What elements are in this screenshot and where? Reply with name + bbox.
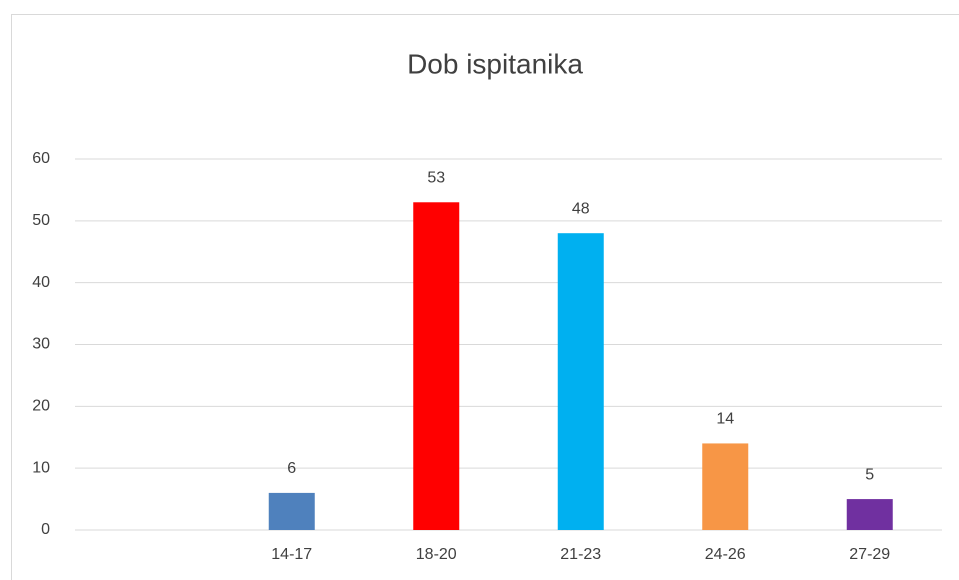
x-tick-label: 24-26 xyxy=(705,546,746,563)
x-tick-label: 21-23 xyxy=(560,546,601,563)
data-label: 5 xyxy=(865,466,874,483)
y-tick-label: 10 xyxy=(32,459,50,476)
data-label: 14 xyxy=(716,411,734,428)
data-label: 48 xyxy=(572,200,590,217)
y-tick-label: 50 xyxy=(32,212,50,229)
y-tick-label: 40 xyxy=(32,274,50,291)
x-tick-label: 18-20 xyxy=(416,546,457,563)
chart-frame xyxy=(11,14,959,580)
x-tick-label: 27-29 xyxy=(849,546,890,563)
y-tick-label: 60 xyxy=(32,150,50,167)
y-tick-label: 20 xyxy=(32,398,50,415)
y-tick-label: 0 xyxy=(41,521,50,538)
data-label: 6 xyxy=(287,460,296,477)
chart-title: Dob ispitanika xyxy=(407,48,583,79)
y-tick-label: 30 xyxy=(32,336,50,353)
bar xyxy=(702,443,749,530)
bar xyxy=(413,202,460,531)
bar xyxy=(846,499,893,530)
x-tick-label: 14-17 xyxy=(271,546,312,563)
bar xyxy=(557,233,604,530)
data-label: 53 xyxy=(427,170,445,187)
bar xyxy=(268,492,315,530)
